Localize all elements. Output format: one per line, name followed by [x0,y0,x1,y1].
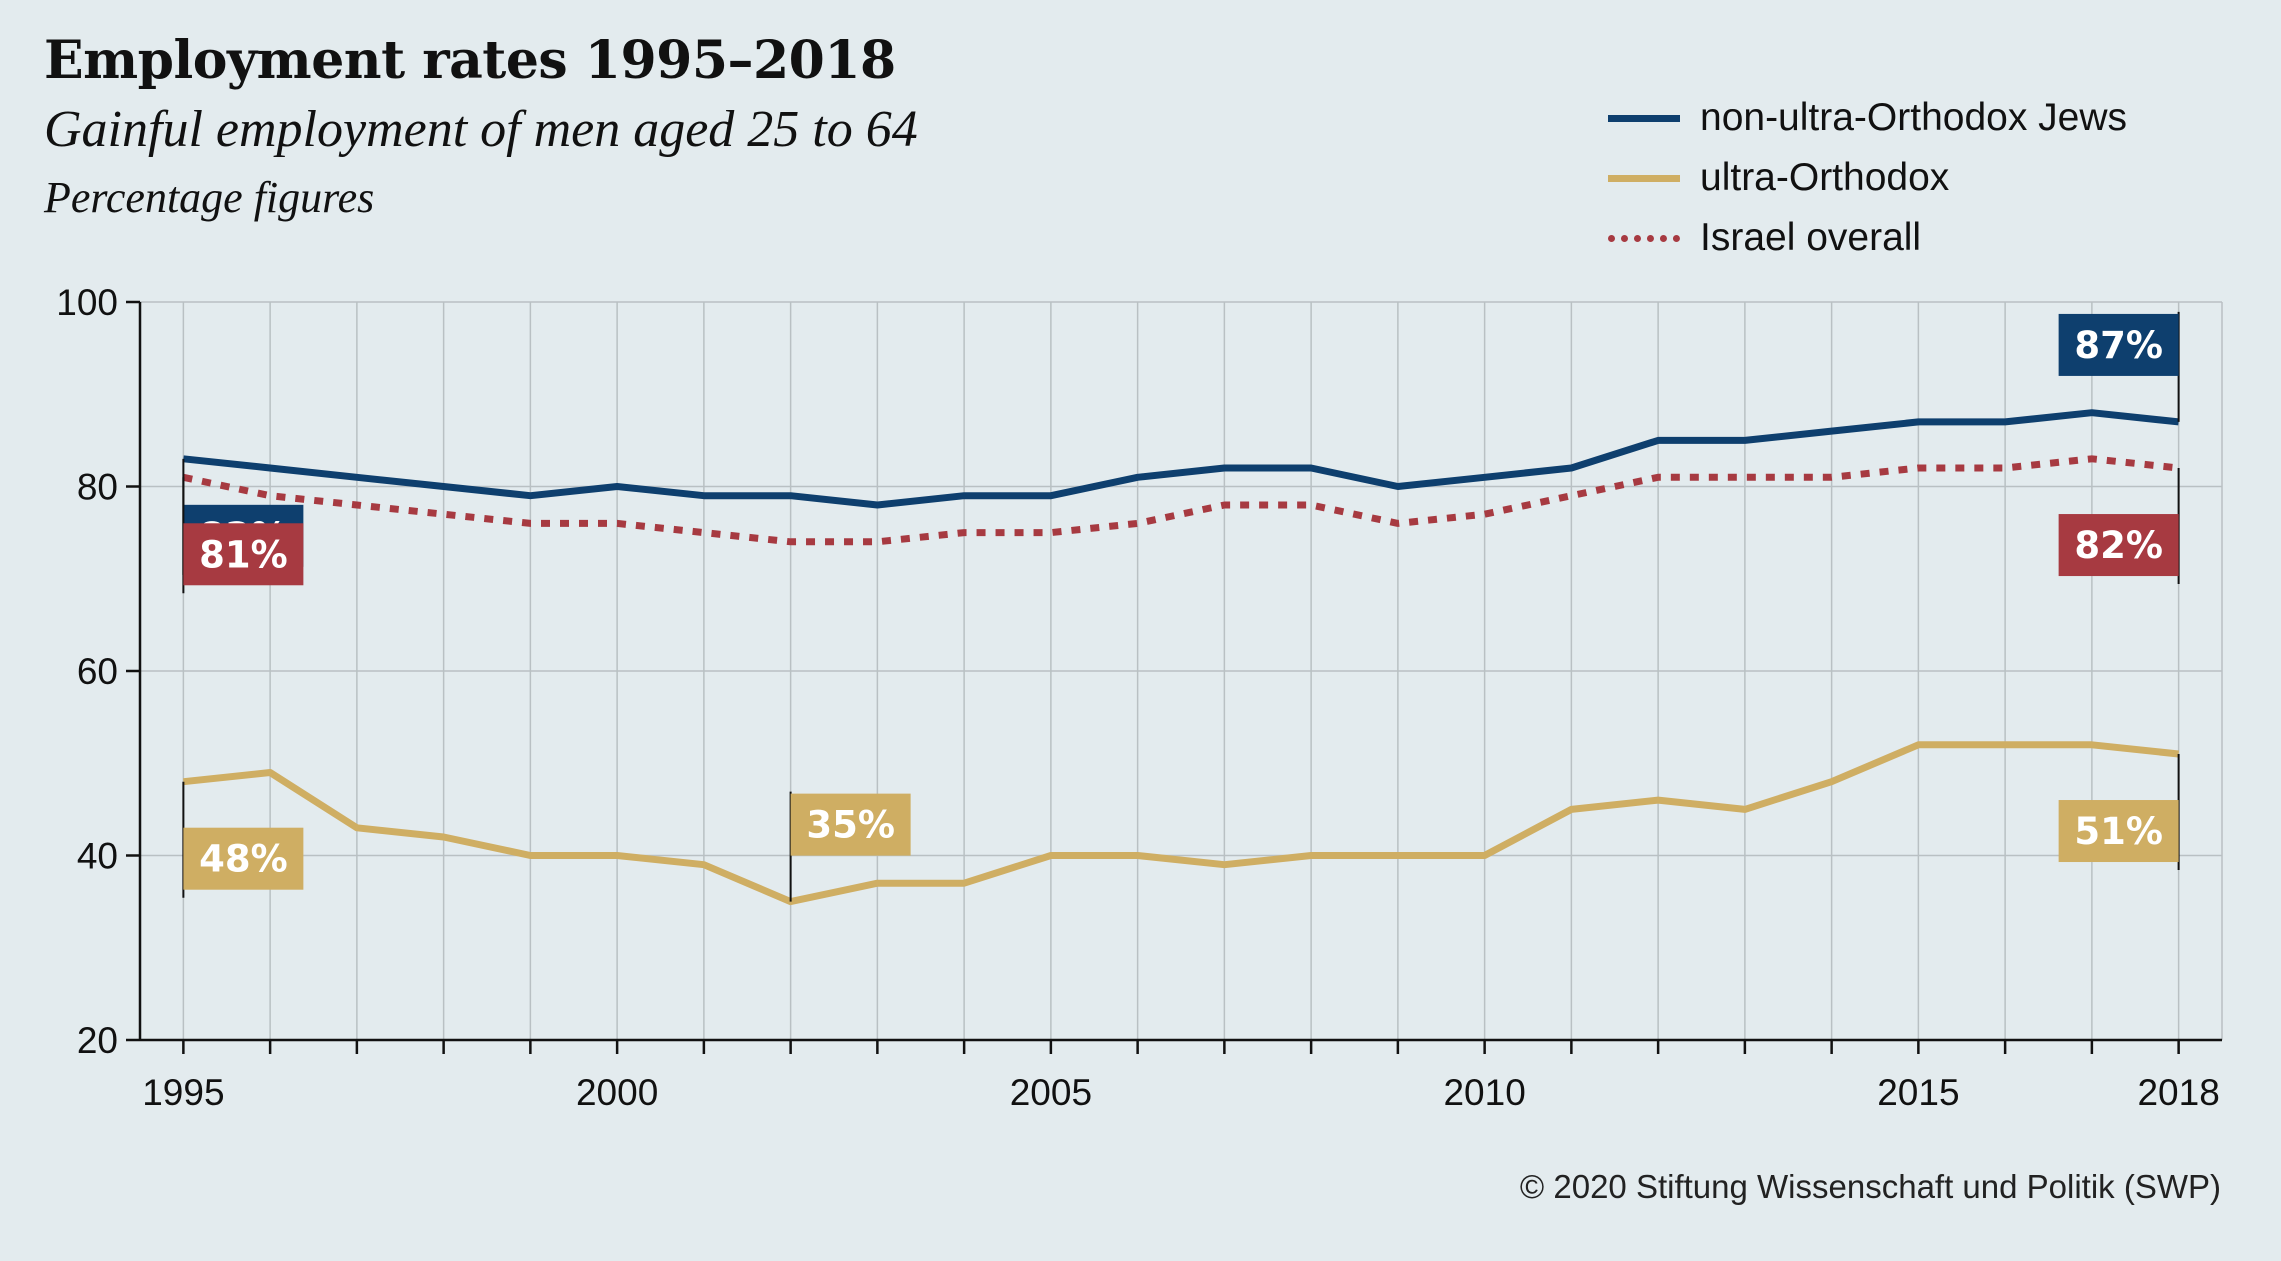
series-line-israel-overall [182,455,2179,546]
legend-item-ultra-orthodox: ultra-Orthodox [1608,148,2127,208]
annotation-box [790,793,911,856]
y-tick-label: 60 [77,651,118,692]
series-line-non-ultra-orthodox-jews [183,409,2179,509]
x-tick-label: 2010 [1443,1072,1525,1113]
annotation-label: 35% [806,804,895,847]
x-tick-label: 2018 [2137,1072,2219,1113]
legend-swatch-ultra-orthodox [1608,174,1680,182]
annotation-label: 51% [2074,810,2163,853]
unit-note: Percentage figures [44,173,375,222]
legend-item-israel-overall: Israel overall [1608,208,2127,268]
chart-subtitle: Gainful employment of men aged 25 to 64 [44,101,918,158]
annotation-box [183,523,304,586]
y-tick-label: 100 [56,282,118,323]
annotation-box [2058,313,2179,376]
x-tick-label: 2015 [1877,1072,1959,1113]
legend-label: non-ultra-Orthodox Jews [1700,96,2128,139]
annotation-label: 48% [199,838,288,881]
series-line-ultra-orthodox [183,741,2179,906]
x-tick-label: 2005 [1010,1072,1092,1113]
copyright-notice: © 2020 Stiftung Wissenschaft und Politik… [1519,1168,2221,1205]
annotation-box [183,827,304,890]
annotation-box [2058,514,2179,577]
y-tick-label: 40 [77,836,118,877]
x-tick-label: 2000 [576,1072,658,1113]
y-tick-label: 80 [77,467,118,508]
x-tick-label: 1995 [142,1072,224,1113]
annotation-label: 81% [199,533,288,576]
annotation-box [2058,800,2179,863]
annotation-label: 87% [2074,324,2163,367]
legend-swatch-non-ultra-orthodox [1608,114,1680,122]
legend: non-ultra-Orthodox Jews ultra-Orthodox I… [1608,88,2127,268]
chart-title: Employment rates 1995–2018 [44,30,896,91]
legend-label: Israel overall [1700,216,1922,259]
legend-label: ultra-Orthodox [1700,156,1950,199]
legend-item-non-ultra-orthodox: non-ultra-Orthodox Jews [1608,88,2127,148]
legend-swatch-israel-overall [1608,234,1680,242]
annotation-label: 82% [2074,524,2163,567]
y-tick-label: 20 [77,1020,118,1061]
